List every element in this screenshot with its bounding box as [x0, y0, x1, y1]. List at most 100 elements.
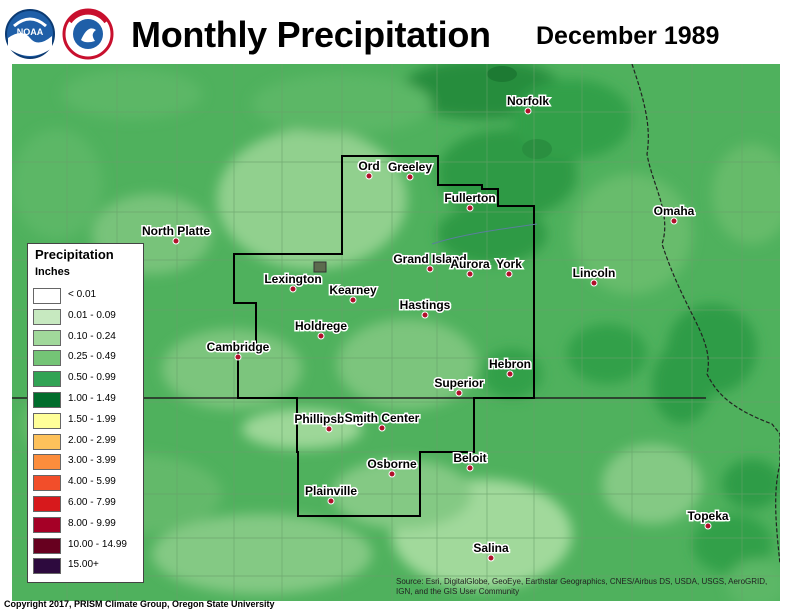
city-marker-dot	[670, 217, 678, 225]
legend-label: 0.50 - 0.99	[68, 372, 116, 384]
legend-swatch	[33, 392, 61, 408]
legend-swatch	[33, 288, 61, 304]
city-smith-center[interactable]: Smith Center	[343, 410, 421, 432]
city-marker-dot	[406, 173, 414, 181]
city-beloit[interactable]: Beloit	[452, 450, 488, 472]
legend-swatch	[33, 433, 61, 450]
city-label: Ord	[358, 159, 379, 173]
legend-swatch	[33, 371, 61, 388]
city-marker-dot	[590, 279, 598, 287]
city-lincoln[interactable]: Lincoln	[571, 265, 617, 287]
city-osborne[interactable]: Osborne	[366, 456, 418, 478]
city-label: Aurora	[450, 257, 490, 271]
city-fullerton[interactable]: Fullerton	[443, 190, 497, 212]
legend: Precipitation Inches < 0.01 0.01 - 0.09 0.…	[27, 243, 144, 583]
city-kearney[interactable]: Kearney	[328, 282, 379, 304]
city-omaha[interactable]: Omaha	[652, 203, 696, 225]
legend-swatch	[33, 350, 61, 367]
city-grand-island[interactable]: Grand Island	[392, 251, 468, 273]
nws-logo	[62, 8, 114, 60]
city-label: Plainville	[305, 484, 357, 498]
legend-label: 0.25 - 0.49	[68, 351, 116, 363]
legend-label: 8.00 - 9.99	[68, 517, 116, 529]
city-topeka[interactable]: Topeka	[686, 508, 730, 530]
legend-label: 6.00 - 7.99	[68, 497, 116, 508]
city-north-platte[interactable]: North Platte	[140, 223, 212, 245]
city-salina[interactable]: Salina	[472, 540, 510, 562]
legend-swatch	[33, 329, 61, 346]
city-hebron[interactable]: Hebron	[488, 356, 533, 378]
city-greeley[interactable]: Greeley	[386, 159, 434, 181]
city-marker-dot	[289, 285, 297, 293]
city-marker-dot	[426, 265, 434, 273]
city-cambridge[interactable]: Cambridge	[205, 339, 271, 361]
city-marker-dot	[388, 470, 396, 478]
city-label: Kearney	[329, 283, 377, 297]
city-label: Cambridge	[207, 340, 270, 354]
legend-label: 4.00 - 5.99	[68, 476, 116, 488]
city-marker-dot	[506, 370, 514, 378]
legend-label: 1.00 - 1.49	[68, 393, 116, 404]
legend-swatch	[33, 308, 61, 325]
legend-label: 2.00 - 2.99	[68, 434, 116, 446]
legend-swatch	[33, 537, 61, 554]
basemap-source: Source: Esri, DigitalGlobe, GeoEye, Eart…	[396, 577, 768, 596]
legend-label: < 0.01	[68, 289, 97, 300]
city-label: Fullerton	[444, 191, 495, 205]
city-marker-dot	[317, 332, 325, 340]
legend-swatch	[33, 412, 61, 429]
city-label: Osborne	[367, 457, 417, 471]
city-label: Omaha	[654, 204, 695, 218]
noaa-logo: NOAA	[5, 9, 55, 59]
city-aurora[interactable]: Aurora	[449, 256, 491, 278]
legend-label: 3.00 - 3.99	[68, 455, 116, 467]
city-hastings[interactable]: Hastings	[398, 297, 452, 319]
city-label: Topeka	[687, 509, 728, 523]
legend-swatch	[33, 516, 61, 533]
legend-label: 0.01 - 0.09	[68, 309, 116, 321]
city-lexington[interactable]: Lexington	[263, 271, 323, 293]
city-marker-dot	[704, 522, 712, 530]
legend-swatch	[33, 496, 61, 512]
city-ord[interactable]: Ord	[357, 158, 381, 180]
map-title: Monthly Precipitation	[131, 14, 491, 55]
city-phillipsburg[interactable]: Phillipsburg	[293, 411, 365, 433]
city-plainville[interactable]: Plainville	[303, 483, 359, 505]
legend-label: 0.10 - 0.24	[68, 330, 116, 342]
city-superior[interactable]: Superior	[433, 375, 486, 397]
svg-text:NOAA: NOAA	[17, 27, 44, 37]
city-label: Salina	[473, 541, 509, 555]
city-label: Hastings	[400, 298, 451, 312]
city-holdrege[interactable]: Holdrege	[293, 318, 349, 340]
city-label: Phillipsburg	[294, 412, 363, 426]
city-marker-dot	[349, 296, 357, 304]
city-label: Holdrege	[295, 319, 347, 333]
city-norfolk[interactable]: Norfolk	[506, 93, 551, 115]
legend-label: 15.00+	[68, 559, 99, 571]
legend-units: Inches	[35, 266, 70, 278]
city-marker-dot	[234, 353, 242, 361]
city-label: Lincoln	[573, 266, 616, 280]
map-period: December 1989	[536, 22, 720, 50]
city-label: Norfolk	[507, 94, 549, 108]
legend-title: Precipitation	[35, 247, 114, 262]
city-label: Greeley	[388, 160, 432, 174]
city-label: York	[496, 257, 522, 271]
city-york[interactable]: York	[495, 256, 524, 278]
city-marker-dot	[365, 172, 373, 180]
city-label: Grand Island	[393, 252, 466, 266]
city-marker-dot	[378, 424, 386, 432]
city-markers: Norfolk Ord Greeley Fullerton North Platte Om…	[140, 93, 730, 562]
city-label: North Platte	[142, 224, 210, 238]
city-marker-dot	[172, 237, 180, 245]
copyright: Copyright 2017, PRISM Climate Group, Ore…	[4, 599, 275, 609]
city-marker-dot	[466, 204, 474, 212]
city-label: Beloit	[453, 451, 486, 465]
legend-label: 10.00 - 14.99	[68, 538, 127, 550]
city-marker-dot	[466, 270, 474, 278]
legend-swatch	[33, 475, 61, 492]
city-label: Smith Center	[345, 411, 420, 425]
legend-swatch	[33, 558, 61, 575]
city-marker-dot	[487, 554, 495, 562]
legend-swatch	[33, 454, 61, 471]
